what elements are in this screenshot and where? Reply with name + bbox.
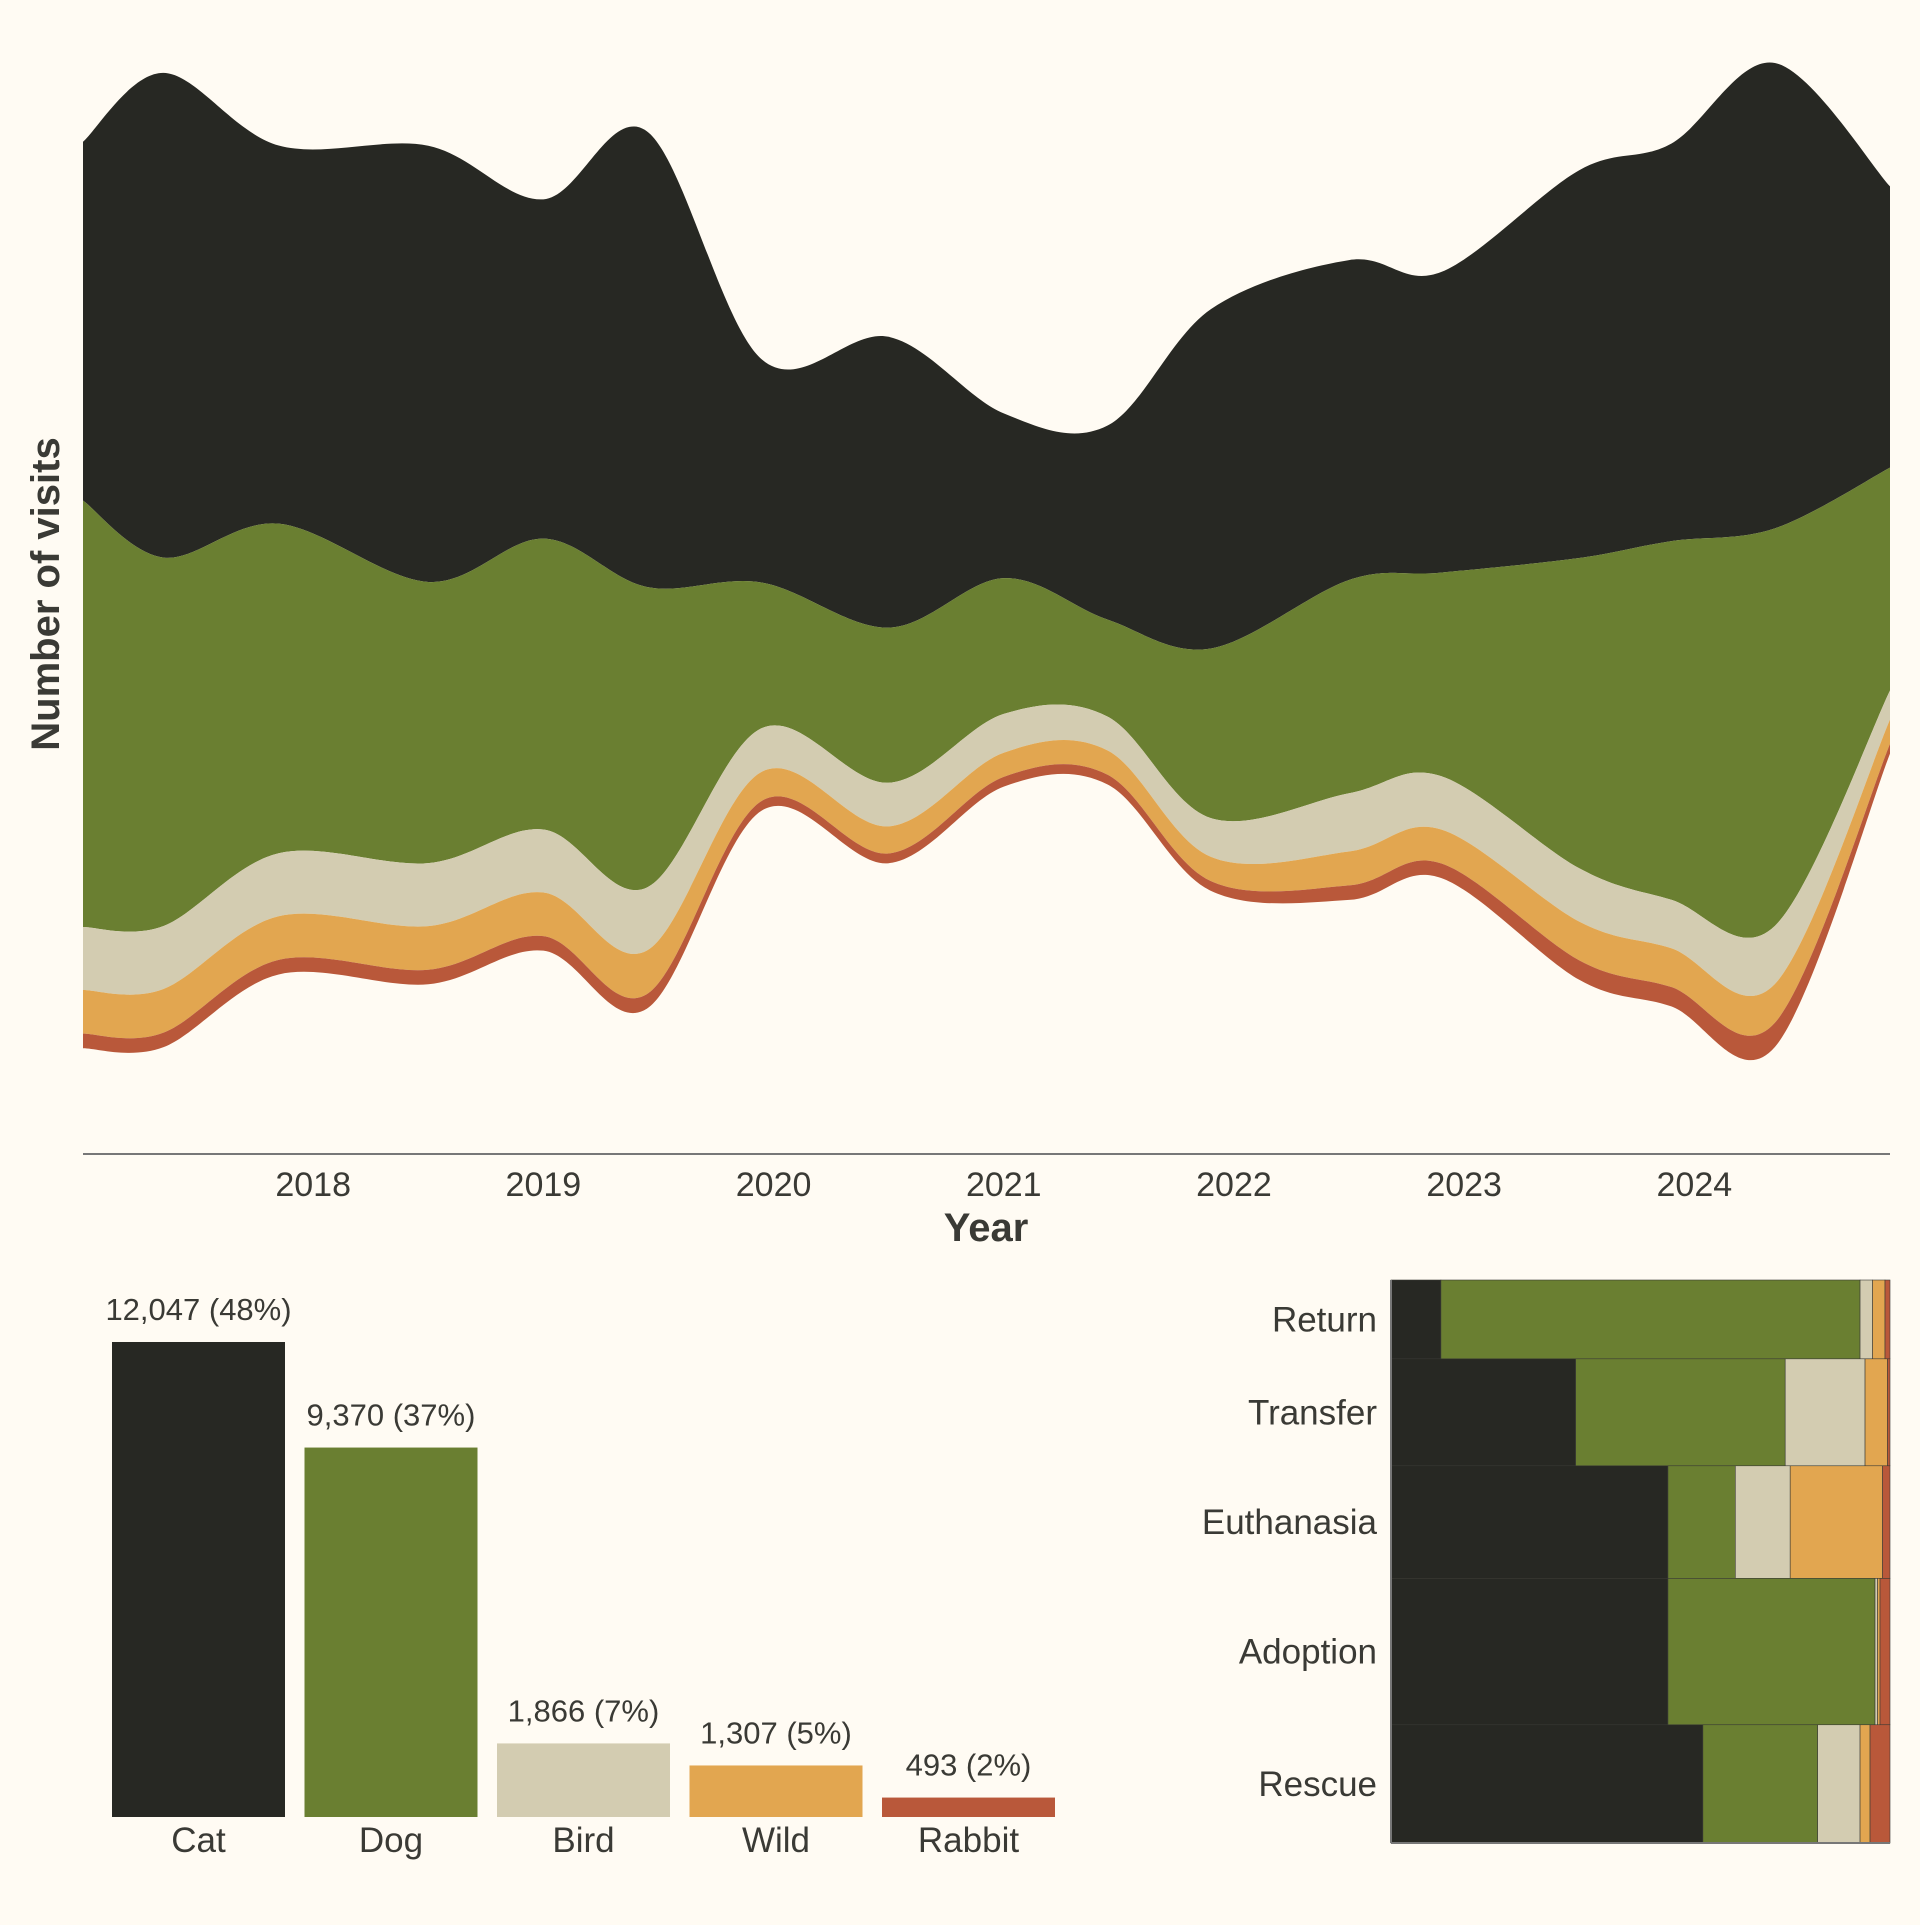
mosaic-cell-adoption-bird — [1874, 1578, 1878, 1726]
mosaic-row-label-transfer: Transfer — [1248, 1393, 1377, 1432]
bar-value-label-dog: 9,370 (37%) — [307, 1398, 476, 1433]
mosaic-row-label-euthanasia: Euthanasia — [1202, 1503, 1378, 1542]
mosaic-cell-transfer-rabbit — [1887, 1358, 1891, 1467]
mosaic-cell-euthanasia-cat — [1390, 1465, 1669, 1579]
x-tick-2020: 2020 — [736, 1166, 812, 1204]
mosaic-cell-return-cat — [1390, 1279, 1442, 1360]
mosaic-cell-transfer-wild — [1864, 1358, 1888, 1467]
bar-rabbit — [882, 1797, 1055, 1817]
streamgraph-x-axis: 2018 2019 2020 2021 2022 2023 2024 — [83, 1153, 1890, 1204]
mosaic-cell-adoption-rabbit — [1879, 1578, 1891, 1726]
x-tick-2024: 2024 — [1657, 1166, 1733, 1204]
mosaic-cell-rescue-cat — [1390, 1724, 1704, 1844]
mosaic-row-label-return: Return — [1272, 1300, 1377, 1339]
x-tick-2022: 2022 — [1196, 1166, 1272, 1204]
mosaic-cell-adoption-dog — [1667, 1578, 1876, 1726]
stream-layer-wild — [83, 719, 1890, 1039]
mosaic-cell-euthanasia-bird — [1735, 1465, 1791, 1579]
mosaic-cell-euthanasia-wild — [1789, 1465, 1883, 1579]
mosaic-cell-transfer-dog — [1575, 1358, 1786, 1467]
mosaic-cell-rescue-wild — [1859, 1724, 1871, 1844]
bar-value-label-wild: 1,307 (5%) — [700, 1715, 852, 1750]
stream-layer-dog — [83, 467, 1890, 938]
x-tick-2021: 2021 — [966, 1166, 1042, 1204]
bar-category-label-rabbit: Rabbit — [918, 1821, 1019, 1860]
mosaic-cell-rescue-bird — [1817, 1724, 1861, 1844]
totals-bar-chart: 12,047 (48%) Cat 9,370 (37%) Dog 1,866 (7%) B… — [105, 1292, 1055, 1860]
bar-category-label-wild: Wild — [742, 1821, 810, 1860]
x-tick-2018: 2018 — [275, 1166, 351, 1204]
mosaic-cell-rescue-rabbit — [1869, 1724, 1891, 1844]
stream-layer-bird — [83, 690, 1890, 997]
mosaic-row-label-rescue: Rescue — [1258, 1765, 1377, 1804]
mosaic-cell-return-rabbit — [1884, 1279, 1891, 1360]
mosaic-cell-return-wild — [1872, 1279, 1886, 1360]
mosaic-row-label-adoption: Adoption — [1239, 1633, 1377, 1672]
stream-layer-cat — [83, 62, 1890, 650]
mosaic-cell-euthanasia-rabbit — [1882, 1465, 1891, 1579]
x-tick-2019: 2019 — [506, 1166, 582, 1204]
mosaic-cell-transfer-bird — [1784, 1358, 1866, 1467]
mosaic-cell-adoption-cat — [1390, 1578, 1669, 1726]
bar-dog — [304, 1447, 478, 1817]
outcome-mosaic-chart: Return Transfer Euthanasia Adoption Rescue — [1202, 1279, 1891, 1844]
mosaic-cell-rescue-dog — [1702, 1724, 1818, 1844]
bar-value-label-cat: 12,047 (48%) — [105, 1292, 291, 1327]
stream-y-axis-title: Number of visits — [24, 437, 68, 750]
bar-wild — [689, 1765, 863, 1817]
bar-cat — [112, 1342, 285, 1817]
bar-category-label-cat: Cat — [171, 1821, 226, 1860]
stream-layer-rabbit — [83, 743, 1890, 1061]
bar-value-label-rabbit: 493 (2%) — [906, 1748, 1032, 1783]
bar-value-label-bird: 1,866 (7%) — [508, 1693, 660, 1728]
x-tick-2023: 2023 — [1426, 1166, 1502, 1204]
streamgraph — [83, 62, 1890, 1061]
mosaic-cell-return-bird — [1859, 1279, 1873, 1360]
mosaic-cell-transfer-cat — [1390, 1358, 1576, 1467]
bar-category-label-dog: Dog — [359, 1821, 423, 1860]
mosaic-cell-adoption-wild — [1877, 1578, 1881, 1726]
bar-category-label-bird: Bird — [552, 1821, 614, 1860]
bar-bird — [497, 1743, 670, 1817]
mosaic-cell-euthanasia-dog — [1667, 1465, 1736, 1579]
mosaic-cell-return-dog — [1440, 1279, 1861, 1360]
stream-x-axis-title: Year — [944, 1206, 1029, 1250]
